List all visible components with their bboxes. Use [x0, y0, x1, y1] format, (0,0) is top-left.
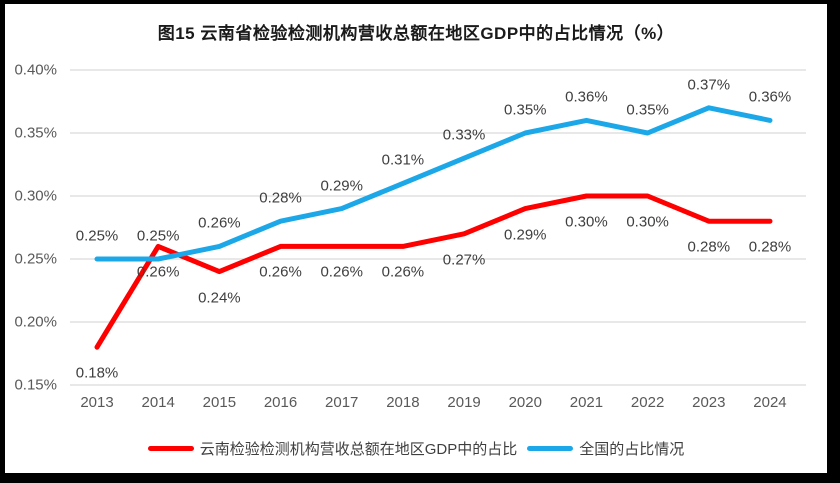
- chart-title: 图15 云南省检验检测机构营收总额在地区GDP中的占比情况（%）: [157, 24, 675, 43]
- national-data-label: 0.31%: [381, 151, 425, 169]
- yunnan-data-label: 0.28%: [687, 238, 731, 256]
- legend: 云南检验检测机构营收总额在地区GDP中的占比 全国的占比情况: [5, 438, 827, 459]
- yunnan-data-label: 0.28%: [748, 238, 792, 256]
- yunnan-data-label: 0.26%: [381, 263, 425, 281]
- x-axis-tick-label: 2016: [263, 394, 298, 411]
- legend-line-swatch: [527, 446, 574, 451]
- national-data-label: 0.25%: [75, 227, 119, 245]
- yunnan-line: [94, 193, 773, 350]
- y-axis-tick-label: 0.25%: [14, 250, 57, 268]
- y-axis-tick-label: 0.15%: [14, 376, 57, 394]
- national-data-label: 0.28%: [259, 189, 302, 207]
- y-axis-tick-label: 0.35%: [14, 124, 57, 142]
- y-axis-tick-label: 0.30%: [14, 187, 57, 205]
- national-data-label: 0.36%: [565, 88, 608, 106]
- national-data-label: 0.25%: [136, 227, 180, 245]
- x-axis-tick-label: 2020: [508, 394, 542, 411]
- national-data-label: 0.35%: [503, 101, 547, 119]
- chart-frame: 图15 云南省检验检测机构营收总额在地区GDP中的占比情况（%） 0.18% 0.…: [5, 4, 827, 473]
- national-data-label: 0.29%: [320, 177, 363, 195]
- yunnan-data-label: 0.26%: [320, 263, 363, 281]
- legend-line-swatch: [147, 446, 194, 451]
- y-axis-tick-label: 0.20%: [14, 313, 57, 331]
- national-data-label: 0.35%: [626, 101, 669, 119]
- yunnan-data-label: 0.30%: [565, 213, 608, 231]
- x-axis-tick-label: 2014: [141, 394, 175, 411]
- y-axis-tick-label: 0.40%: [14, 61, 57, 79]
- x-axis-tick-label: 2022: [630, 394, 665, 411]
- legend-label: 全国的占比情况: [579, 441, 685, 458]
- yunnan-data-label: 0.18%: [75, 364, 119, 382]
- x-axis-tick-label: 2023: [692, 394, 726, 411]
- national-line: [94, 105, 773, 262]
- national-data-label: 0.36%: [748, 88, 792, 106]
- legend-item-national: 全国的占比情况: [527, 438, 684, 459]
- yunnan-data-label: 0.24%: [198, 289, 241, 307]
- yunnan-data-label: 0.26%: [259, 263, 302, 281]
- national-data-label: 0.26%: [198, 214, 241, 232]
- x-axis-tick-label: 2017: [325, 394, 359, 411]
- legend-item-yunnan: 云南检验检测机构营收总额在地区GDP中的占比: [147, 438, 518, 459]
- x-axis-tick-label: 2018: [386, 394, 420, 411]
- x-axis-tick-label: 2024: [753, 394, 787, 411]
- yunnan-data-label: 0.30%: [626, 213, 669, 231]
- yunnan-data-label: 0.29%: [503, 226, 547, 244]
- legend-label: 云南检验检测机构营收总额在地区GDP中的占比: [199, 441, 518, 458]
- line-chart-canvas: [70, 69, 806, 386]
- national-data-label: 0.37%: [687, 76, 731, 94]
- x-axis-tick-label: 2015: [202, 394, 237, 411]
- x-axis-tick-label: 2013: [80, 394, 114, 411]
- yunnan-data-label: 0.27%: [442, 251, 486, 269]
- x-axis-tick-label: 2019: [447, 394, 481, 411]
- national-data-label: 0.33%: [442, 126, 486, 144]
- x-axis-tick-label: 2021: [569, 394, 604, 411]
- yunnan-data-label: 0.26%: [136, 263, 180, 281]
